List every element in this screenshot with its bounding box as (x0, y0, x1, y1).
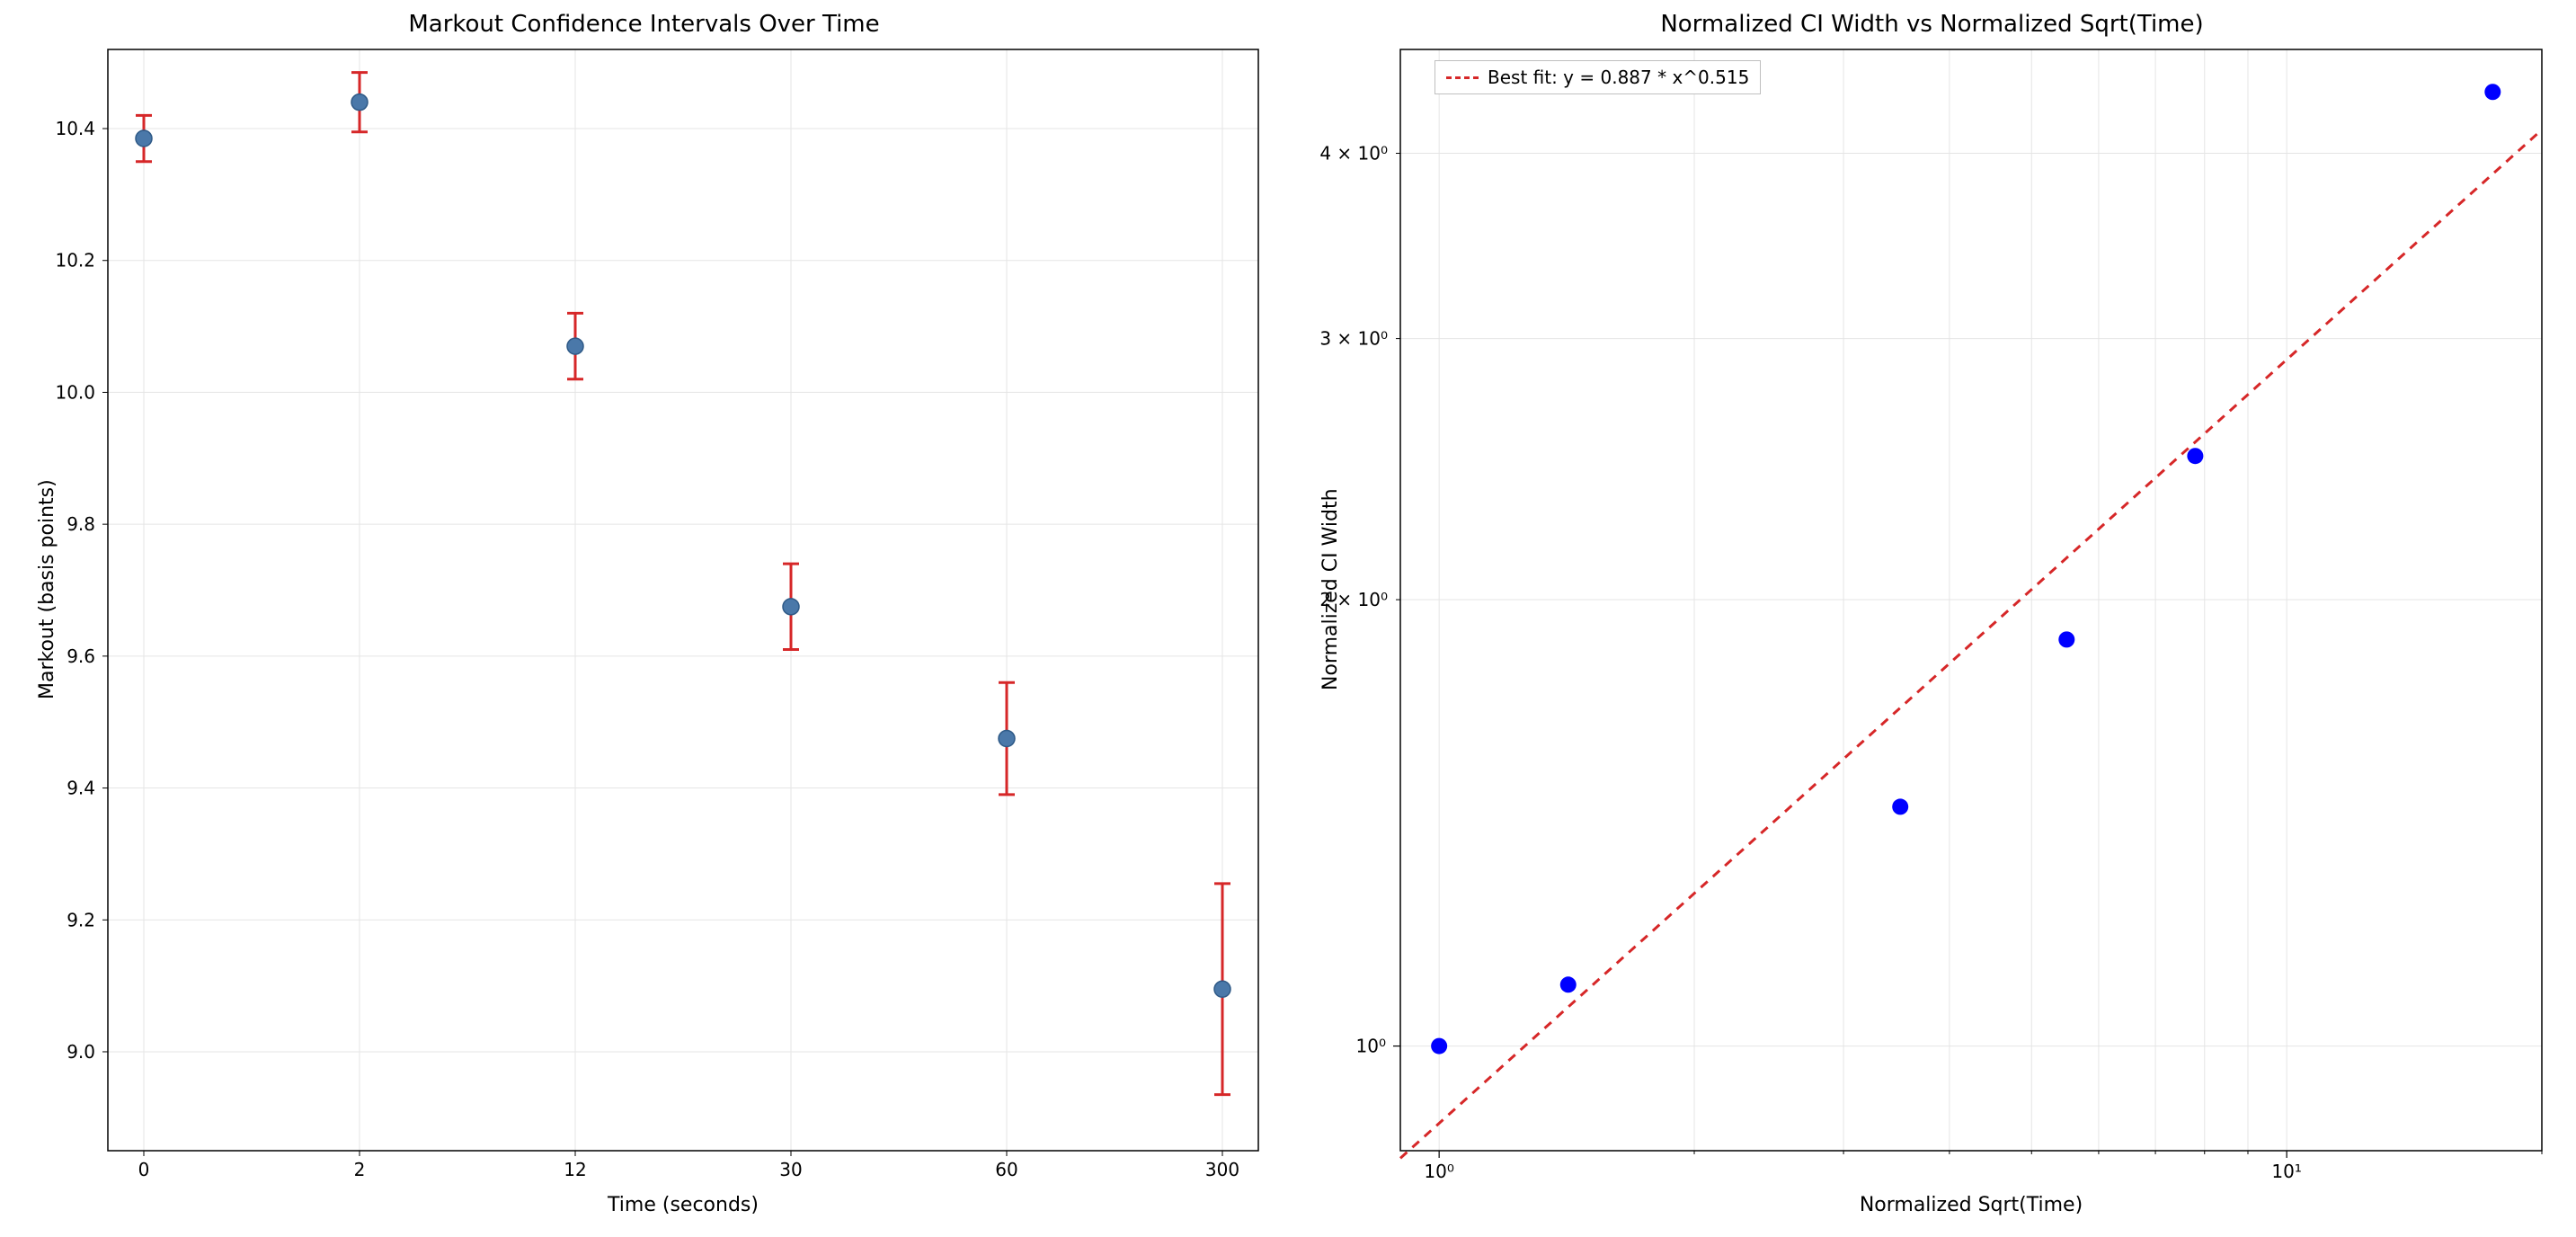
svg-text:10.0: 10.0 (55, 381, 95, 403)
right-panel: Normalized CI Width vs Normalized Sqrt(T… (1288, 0, 2576, 1237)
fit-legend: Best fit: y = 0.887 * x^0.515 (1435, 60, 1761, 94)
svg-text:9.8: 9.8 (67, 513, 95, 535)
left-chart-title: Markout Confidence Intervals Over Time (0, 11, 1288, 38)
fit-legend-label: Best fit: y = 0.887 * x^0.515 (1488, 67, 1749, 88)
left-axes: 9.09.29.49.69.810.010.210.402123060300 (108, 49, 1258, 1151)
svg-text:12: 12 (564, 1159, 586, 1180)
svg-text:4 × 10⁰: 4 × 10⁰ (1319, 143, 1388, 165)
fit-legend-line-icon (1446, 76, 1479, 79)
svg-text:10¹: 10¹ (2271, 1161, 2301, 1182)
svg-text:300: 300 (1205, 1159, 1239, 1180)
right-axes: 10⁰10¹10⁰2 × 10⁰3 × 10⁰4 × 10⁰ Best fit:… (1400, 49, 2542, 1151)
figure: Markout Confidence Intervals Over Time M… (0, 0, 2576, 1237)
svg-text:10⁰: 10⁰ (1424, 1161, 1453, 1182)
svg-text:9.6: 9.6 (67, 645, 95, 667)
left-chart-svg: 9.09.29.49.69.810.010.210.402123060300 (108, 49, 1258, 1151)
svg-text:9.2: 9.2 (67, 909, 95, 930)
right-xlabel: Normalized Sqrt(Time) (1400, 1194, 2542, 1216)
left-ylabel: Markout (basis points) (36, 479, 58, 699)
svg-text:2: 2 (354, 1159, 366, 1180)
svg-text:9.0: 9.0 (67, 1041, 95, 1063)
svg-text:30: 30 (779, 1159, 802, 1180)
svg-text:2 × 10⁰: 2 × 10⁰ (1319, 589, 1388, 610)
svg-text:60: 60 (995, 1159, 1017, 1180)
right-chart-svg: 10⁰10¹10⁰2 × 10⁰3 × 10⁰4 × 10⁰ (1400, 49, 2542, 1151)
svg-text:0: 0 (138, 1159, 150, 1180)
svg-text:10.4: 10.4 (55, 118, 95, 139)
left-panel: Markout Confidence Intervals Over Time M… (0, 0, 1288, 1237)
svg-text:10.2: 10.2 (55, 250, 95, 271)
left-xlabel: Time (seconds) (108, 1194, 1258, 1216)
svg-text:9.4: 9.4 (67, 778, 95, 799)
svg-text:3 × 10⁰: 3 × 10⁰ (1319, 328, 1388, 350)
right-chart-title: Normalized CI Width vs Normalized Sqrt(T… (1288, 11, 2576, 38)
svg-text:10⁰: 10⁰ (1356, 1036, 1386, 1057)
